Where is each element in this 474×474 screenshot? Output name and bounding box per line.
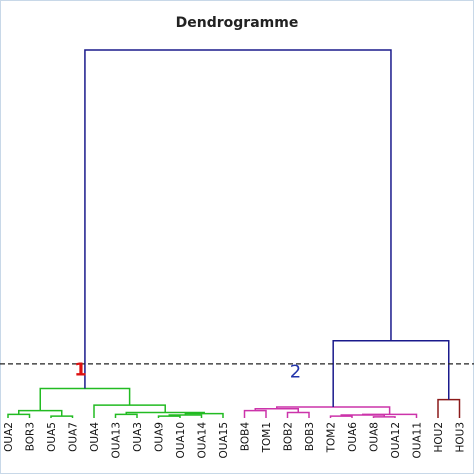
leaf-label: BOR3 bbox=[25, 422, 37, 451]
leaf-label: TOM2 bbox=[326, 422, 338, 453]
leaf-label: OUA10 bbox=[175, 422, 187, 459]
leaf-label: HOU2 bbox=[433, 422, 445, 453]
leaf-label: OUA8 bbox=[369, 422, 381, 452]
leaf-label: OUA11 bbox=[412, 422, 424, 459]
leaf-label: BOB2 bbox=[283, 422, 295, 451]
leaf-label: HOU3 bbox=[455, 422, 467, 453]
leaf-label: OUA7 bbox=[68, 422, 80, 452]
leaf-label: BOB3 bbox=[304, 422, 316, 451]
cluster-label: 1 bbox=[74, 360, 87, 381]
leaf-label: OUA3 bbox=[132, 422, 144, 452]
leaf-label: OUA2 bbox=[3, 422, 15, 452]
leaf-label: OUA12 bbox=[390, 422, 402, 459]
leaf-label: OUA4 bbox=[89, 422, 101, 452]
leaf-label: OUA13 bbox=[111, 422, 123, 459]
leaf-label: OUA6 bbox=[347, 422, 359, 452]
leaf-label: OUA5 bbox=[46, 422, 58, 452]
leaf-label: BOB4 bbox=[240, 422, 252, 451]
link bbox=[84, 49, 392, 389]
cluster-label: 2 bbox=[290, 362, 301, 383]
leaf-label: OUA15 bbox=[218, 422, 230, 459]
chart-title: Dendrogramme bbox=[176, 15, 299, 31]
leaf-label: OUA14 bbox=[197, 422, 209, 459]
leaf-label: OUA9 bbox=[154, 422, 166, 452]
leaf-label: TOM1 bbox=[261, 422, 273, 453]
